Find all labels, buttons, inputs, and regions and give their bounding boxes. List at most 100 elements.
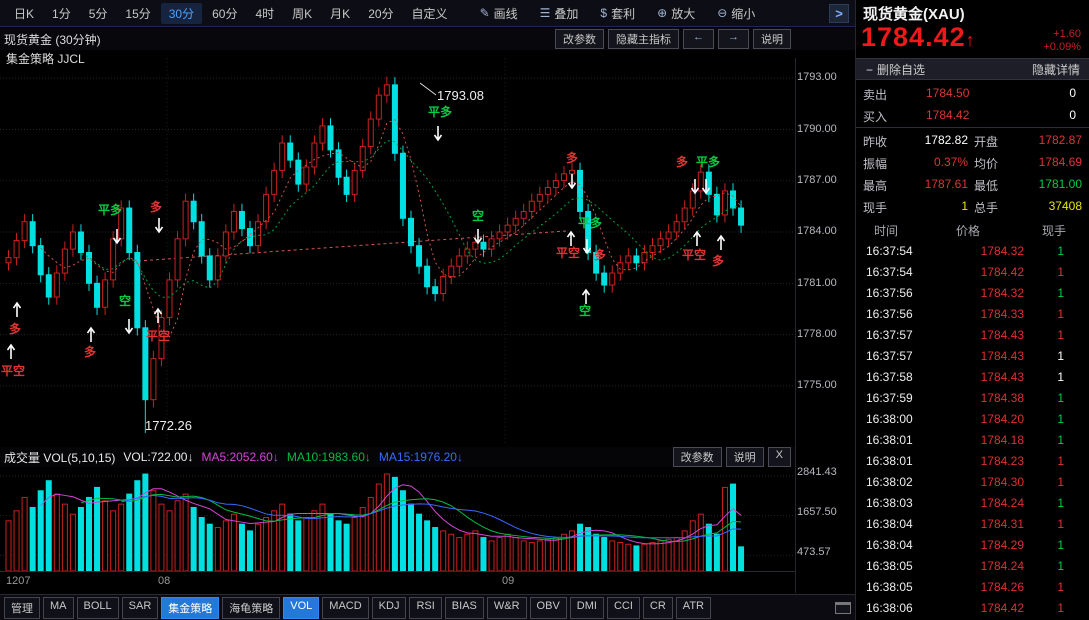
tab-OBV[interactable]: OBV [529,596,567,619]
watchlist-actionbar: − 删除自选 隐藏详情 [856,58,1089,80]
volume-tick: 1657.50 [797,506,837,518]
svg-text:平多: 平多 [578,215,602,230]
tab-W&R[interactable]: W&R [486,596,527,619]
tab-MACD[interactable]: MACD [322,596,369,619]
tab-BIAS[interactable]: BIAS [444,596,484,619]
quote-stat-row: 振幅 0.37% 均价 1784.69 [863,155,1082,171]
vol-close-button[interactable]: X [767,447,791,467]
price-tick: 1781.00 [797,277,837,289]
sales-row[interactable]: 16:38:01 1784.18 1 [866,433,1064,447]
vol-help-button[interactable]: 说明 [725,447,764,467]
sales-row[interactable]: 16:38:05 1784.24 1 [866,559,1064,573]
tab-CCI[interactable]: CCI [606,596,640,619]
volume-ma10: MA10:1983.60↓ [286,450,371,464]
sales-row[interactable]: 16:37:57 1784.43 1 [866,328,1064,342]
vol-edit-params-button[interactable]: 改参数 [672,447,722,467]
tab-BOLL[interactable]: BOLL [76,596,119,619]
timeframe-button[interactable]: 60分 [212,6,238,21]
sales-row[interactable]: 16:37:54 1784.32 1 [866,244,1064,258]
timeframe-button[interactable]: 1分 [52,6,71,21]
price-tick: 1787.00 [797,174,837,186]
draw-line-button[interactable]: ✎ 画线 [474,3,524,24]
sales-row[interactable]: 16:38:05 1784.26 1 [866,580,1064,594]
sales-row[interactable]: 16:37:56 1784.33 1 [866,307,1064,321]
svg-text:1772.26: 1772.26 [145,418,192,433]
svg-text:1793.08: 1793.08 [437,88,484,103]
svg-text:平空: 平空 [146,328,170,343]
tab-MA[interactable]: MA [43,596,74,619]
tab-DMI[interactable]: DMI [569,596,604,619]
toolbar-more-button[interactable]: > [829,3,849,23]
volume-pane-header: 成交量 VOL(5,10,15) VOL:722.00↓ MA5:2052.60… [0,447,795,467]
tab-RSI[interactable]: RSI [409,596,442,619]
sales-row[interactable]: 16:37:58 1784.43 1 [866,370,1064,384]
price-change: +1.60 [1053,28,1081,40]
tab-CR[interactable]: CR [642,596,673,619]
sales-row[interactable]: 16:38:01 1784.23 1 [866,454,1064,468]
tab-KDJ[interactable]: KDJ [371,596,407,619]
svg-text:平多: 平多 [696,154,720,169]
price-tick: 1775.00 [797,379,837,391]
volume-value: VOL:722.00↓ [123,450,194,464]
indicator-tabs: 管理 MA BOLL SAR 集金策略 海龟策略 VOL MACD KDJ RSI BIAS W&R O… [4,596,711,619]
help-button[interactable]: 说明 [753,29,791,49]
sales-table: 16:37:54 1784.32 1 16:37:54 1784.42 1 16:37:56… [856,240,1082,618]
tab-ATR[interactable]: ATR [675,596,711,619]
sales-row[interactable]: 16:38:04 1784.31 1 [866,517,1064,531]
tab-集金策略[interactable]: 集金策略 [161,596,220,619]
timeframe-button[interactable]: 30分 [160,2,203,24]
sales-row[interactable]: 16:37:57 1784.43 1 [866,349,1064,363]
time-tick: 1207 [6,575,31,587]
timeframe-button[interactable]: 周K [292,6,313,21]
tab-SAR[interactable]: SAR [121,596,159,619]
svg-text:多: 多 [150,199,162,214]
svg-text:平多: 平多 [428,104,452,119]
sales-row[interactable]: 16:38:03 1784.24 1 [866,496,1064,510]
overlay-button[interactable]: ☰ 叠加 [534,3,585,24]
timeframe-button[interactable]: 20分 [368,6,394,21]
timeframe-button[interactable]: 5分 [88,6,108,21]
up-arrow-icon: ↑ [965,30,976,50]
sales-row[interactable]: 16:37:56 1784.32 1 [866,286,1064,300]
arbitrage-icon: $ [600,6,608,20]
edit-params-button[interactable]: 改参数 [555,29,604,49]
price-tick: 1778.00 [797,328,837,340]
quote-stat-row: 昨收 1782.82 开盘 1782.87 [863,133,1082,149]
prev-button[interactable]: ← [683,29,714,49]
time-tick: 09 [502,575,515,587]
quote-details: 卖出 1784.50 0 买入 1784.42 0 昨收 1782.82 开盘 1782.87 振幅… [856,82,1089,217]
sales-row[interactable]: 16:38:06 1784.42 1 [866,601,1064,615]
sales-row[interactable]: 16:37:59 1784.38 1 [866,391,1064,405]
timeframe-button[interactable]: 日K [14,6,35,21]
tab-管理[interactable]: 管理 [4,596,40,619]
delete-watchlist-button[interactable]: − 删除自选 [866,62,926,77]
sales-row[interactable]: 16:38:00 1784.20 1 [866,412,1064,426]
svg-text:平多: 平多 [98,202,122,217]
tool-label: 套利 [611,6,636,21]
restore-window-icon[interactable] [835,601,851,614]
svg-text:空: 空 [119,293,131,308]
sales-row[interactable]: 16:37:54 1784.42 1 [866,265,1064,279]
volume-chart[interactable] [0,467,795,573]
next-button[interactable]: → [718,29,749,49]
strategy-label: 集金策略 JJCL [6,52,85,66]
zoom-in-button[interactable]: ⊕ 放大 [651,3,701,24]
sales-row[interactable]: 16:38:02 1784.30 1 [866,475,1064,489]
arbitrage-button[interactable]: $ 套利 [594,3,641,24]
tab-VOL[interactable]: VOL [283,596,320,619]
hide-details-button[interactable]: 隐藏详情 [1031,62,1080,77]
quote-stat-row: 最高 1787.61 最低 1781.00 [863,177,1082,193]
symbol-name: 现货黄金(XAU) [863,6,965,23]
price-tick: 1793.00 [797,71,837,83]
tab-海龟策略[interactable]: 海龟策略 [222,596,281,619]
timeframe-button[interactable]: 15分 [125,6,151,21]
timeframe-button[interactable]: 4时 [255,6,275,21]
hide-main-indicator-button[interactable]: 隐藏主指标 [608,29,679,49]
sales-row[interactable]: 16:38:04 1784.29 1 [866,538,1064,552]
svg-text:平空: 平空 [682,247,706,262]
chart-title: 现货黄金 (30分钟) [4,32,101,47]
timeframe-button[interactable]: 自定义 [411,6,448,21]
zoom-out-button[interactable]: ⊖ 缩小 [711,3,761,24]
timeframe-button[interactable]: 月K [330,6,351,21]
